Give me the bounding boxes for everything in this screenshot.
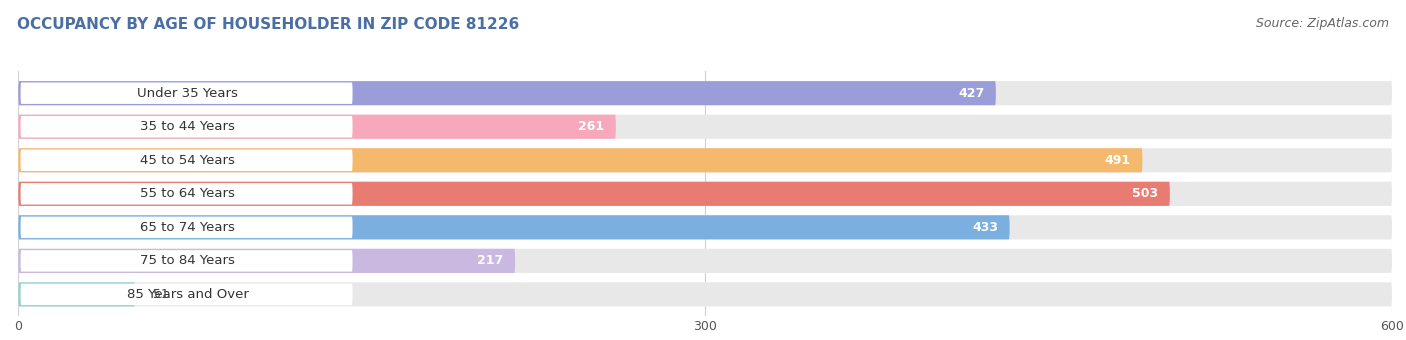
- FancyBboxPatch shape: [18, 282, 135, 306]
- Text: 503: 503: [1132, 187, 1159, 200]
- FancyBboxPatch shape: [21, 183, 353, 205]
- Text: 35 to 44 Years: 35 to 44 Years: [141, 120, 235, 133]
- FancyBboxPatch shape: [18, 81, 995, 105]
- FancyBboxPatch shape: [18, 115, 616, 139]
- Text: 433: 433: [972, 221, 998, 234]
- Text: 45 to 54 Years: 45 to 54 Years: [141, 154, 235, 167]
- FancyBboxPatch shape: [21, 284, 353, 305]
- FancyBboxPatch shape: [18, 81, 1392, 105]
- FancyBboxPatch shape: [18, 182, 1170, 206]
- Text: 75 to 84 Years: 75 to 84 Years: [141, 254, 235, 267]
- FancyBboxPatch shape: [21, 150, 353, 171]
- Text: Source: ZipAtlas.com: Source: ZipAtlas.com: [1256, 17, 1389, 30]
- FancyBboxPatch shape: [21, 250, 353, 272]
- Text: 217: 217: [478, 254, 503, 267]
- FancyBboxPatch shape: [18, 115, 1392, 139]
- Text: 51: 51: [153, 288, 169, 301]
- Text: 55 to 64 Years: 55 to 64 Years: [141, 187, 235, 200]
- Text: 85 Years and Over: 85 Years and Over: [127, 288, 249, 301]
- FancyBboxPatch shape: [18, 148, 1143, 172]
- FancyBboxPatch shape: [21, 217, 353, 238]
- FancyBboxPatch shape: [18, 182, 1392, 206]
- Text: 427: 427: [957, 87, 984, 100]
- Text: 261: 261: [578, 120, 605, 133]
- Text: OCCUPANCY BY AGE OF HOUSEHOLDER IN ZIP CODE 81226: OCCUPANCY BY AGE OF HOUSEHOLDER IN ZIP C…: [17, 17, 519, 32]
- Text: 491: 491: [1105, 154, 1130, 167]
- FancyBboxPatch shape: [18, 215, 1392, 239]
- Text: 65 to 74 Years: 65 to 74 Years: [141, 221, 235, 234]
- FancyBboxPatch shape: [18, 215, 1010, 239]
- FancyBboxPatch shape: [18, 249, 515, 273]
- FancyBboxPatch shape: [18, 249, 1392, 273]
- Text: Under 35 Years: Under 35 Years: [138, 87, 238, 100]
- FancyBboxPatch shape: [21, 83, 353, 104]
- FancyBboxPatch shape: [18, 282, 1392, 306]
- FancyBboxPatch shape: [18, 148, 1392, 172]
- FancyBboxPatch shape: [21, 116, 353, 137]
